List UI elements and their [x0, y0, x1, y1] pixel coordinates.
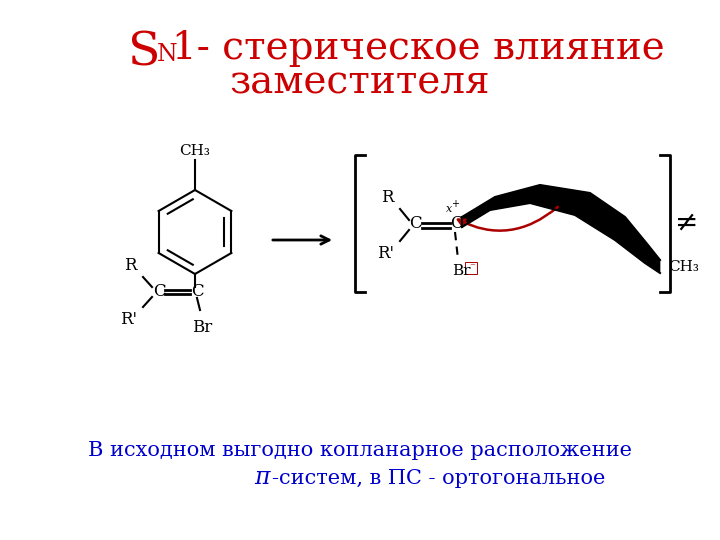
Text: Br: Br	[451, 264, 470, 278]
Text: ⁻: ⁻	[469, 262, 475, 272]
Text: 1- стерическое влияние: 1- стерическое влияние	[172, 30, 665, 67]
Text: C: C	[409, 215, 421, 233]
Text: R': R'	[120, 312, 138, 328]
Text: R: R	[124, 256, 136, 273]
Text: C: C	[191, 282, 203, 300]
Text: В исходном выгодно копланарное расположение: В исходном выгодно копланарное расположе…	[88, 441, 632, 460]
Text: CH₃: CH₃	[668, 260, 699, 274]
Text: S: S	[128, 30, 161, 75]
Text: π: π	[254, 467, 270, 489]
Text: +: +	[451, 199, 459, 209]
Text: R': R'	[377, 246, 395, 262]
Text: R: R	[381, 188, 393, 206]
Polygon shape	[462, 185, 660, 273]
Text: CH₃: CH₃	[179, 144, 210, 158]
FancyArrowPatch shape	[458, 207, 558, 231]
Text: ≠: ≠	[675, 210, 698, 237]
Text: -систем, в ПС - ортогональное: -систем, в ПС - ортогональное	[272, 469, 606, 488]
Text: Br: Br	[192, 320, 212, 336]
Text: C: C	[450, 215, 462, 233]
Text: C: C	[153, 282, 166, 300]
Text: заместителя: заместителя	[230, 64, 490, 101]
Text: x: x	[446, 204, 452, 214]
Text: N: N	[157, 43, 178, 66]
